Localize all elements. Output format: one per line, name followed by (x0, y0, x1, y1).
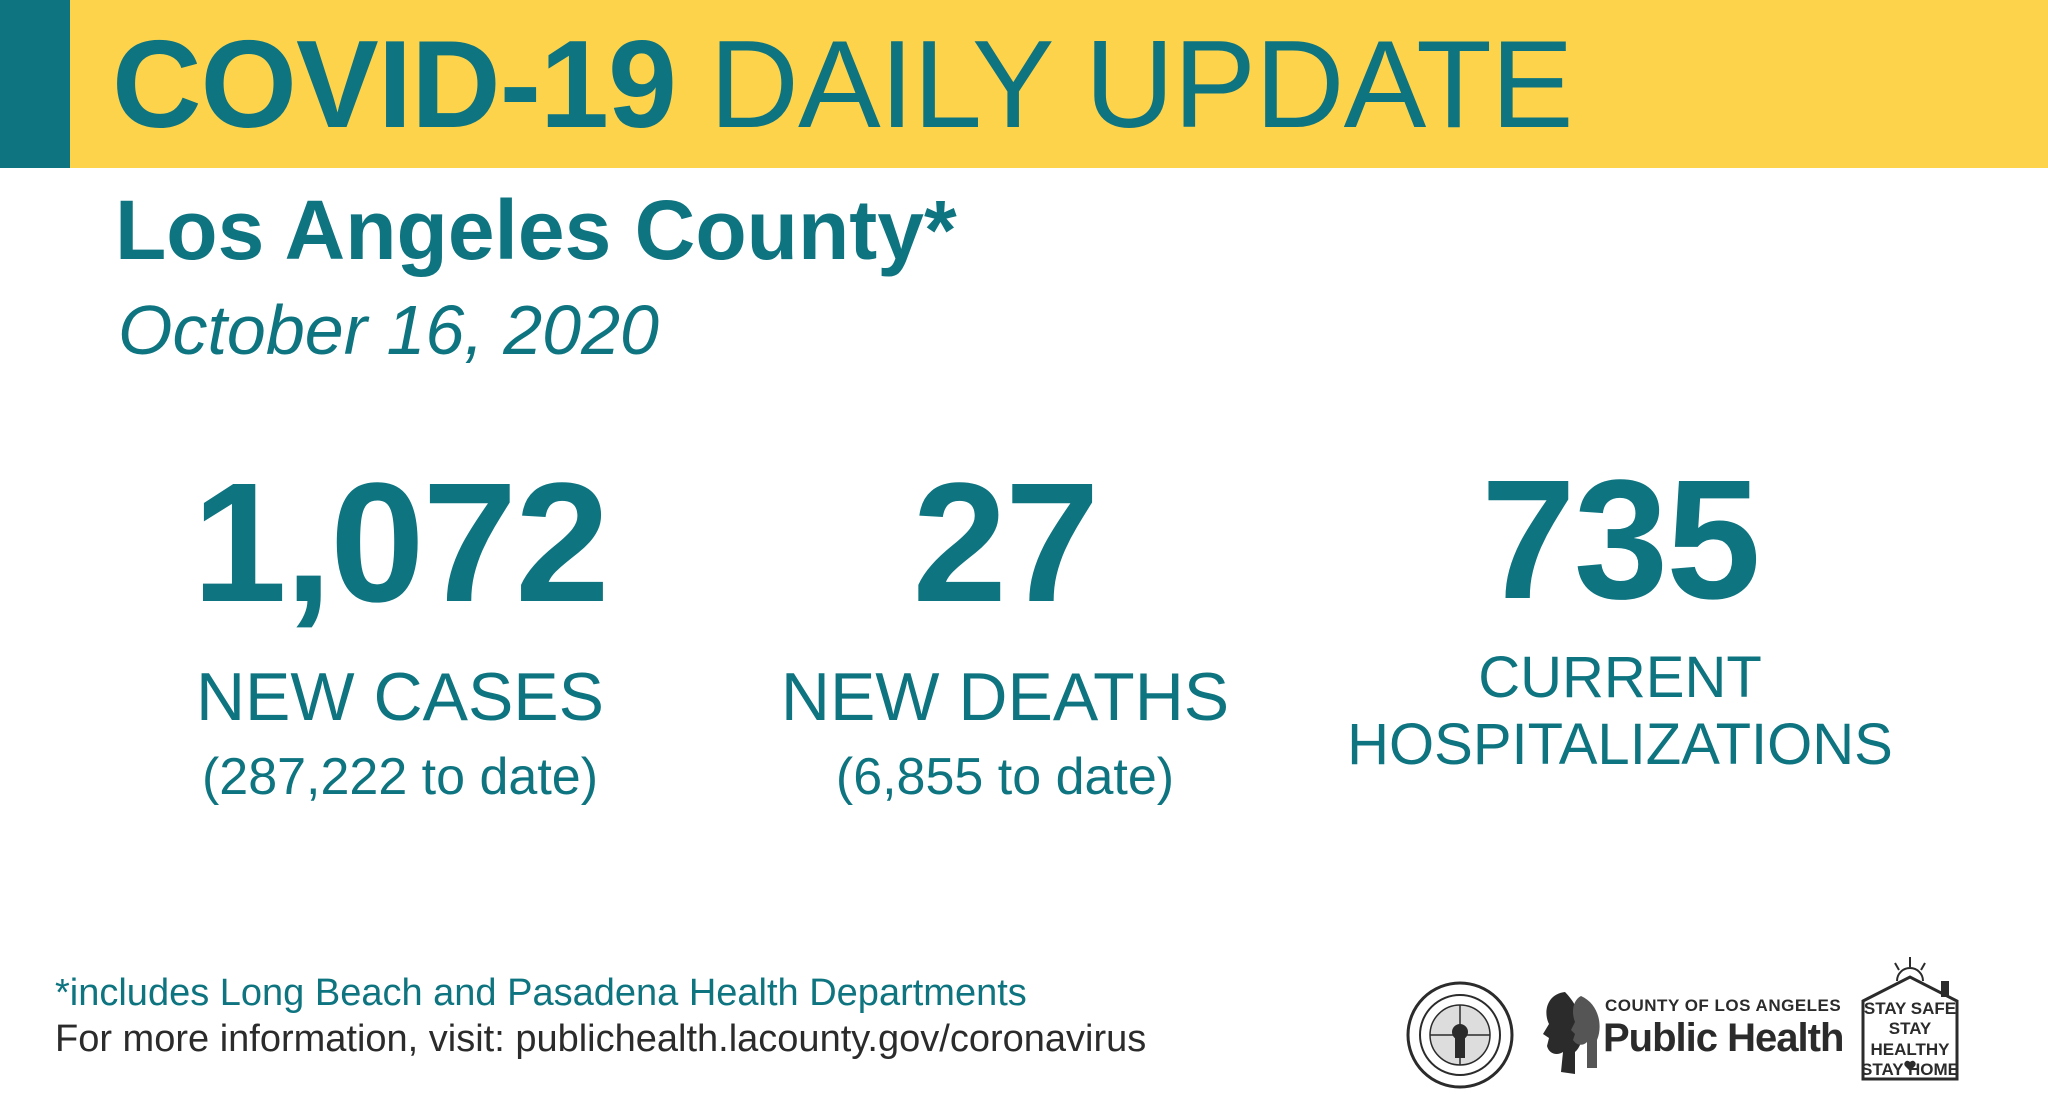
stat-new-cases: 1,072 NEW CASES (287,222 to date) (150, 458, 650, 807)
new-deaths-value: 27 (912, 448, 1099, 638)
hospitalizations-label: CURRENT HOSPITALIZATIONS (1300, 645, 1940, 778)
banner-title-bold: COVID-19 (112, 16, 677, 154)
banner-accent-bar (0, 0, 70, 168)
stay-healthy-line: STAY HEALTHY (1870, 1019, 1950, 1059)
new-deaths-label: NEW DEATHS (780, 659, 1230, 735)
house-icon (1861, 957, 1959, 1081)
hospitalizations-label-line2: HOSPITALIZATIONS (1347, 711, 1893, 777)
stay-safe-line: STAY SAFE (1863, 999, 1957, 1018)
new-cases-label: NEW CASES (195, 659, 605, 735)
county-seal-logo (1406, 981, 1514, 1089)
title-banner: COVID-19 DAILY UPDATE (70, 0, 2048, 168)
public-health-logo: COUNTY OF LOS ANGELES Public Health (1535, 982, 1844, 1082)
county-heading: Los Angeles County* (115, 183, 957, 277)
stat-hospitalizations: 735 CURRENT HOSPITALIZATIONS (1300, 455, 1940, 778)
profiles-icon (1543, 992, 1600, 1074)
stay-safe-text: STAY SAFE STAY HEALTHY STAY HOME (1861, 999, 1959, 1081)
public-health-title: Public Health (1603, 1016, 1844, 1060)
more-info-text: For more information, visit: publichealt… (55, 1018, 1147, 1060)
new-cases-value: 1,072 (192, 448, 609, 638)
stat-new-deaths: 27 NEW DEATHS (6,855 to date) (745, 458, 1265, 807)
public-health-county-text: COUNTY OF LOS ANGELES (1605, 996, 1842, 1015)
stay-safe-logo: STAY SAFE STAY HEALTHY STAY HOME (1855, 955, 1965, 1085)
hospitalizations-value: 735 (1481, 445, 1761, 635)
report-date: October 16, 2020 (118, 291, 659, 369)
stay-home-line: STAY HOME (1861, 1060, 1959, 1080)
hospitalizations-label-line1: CURRENT (1478, 645, 1762, 710)
deaths-to-date: (6,855 to date) (835, 748, 1175, 807)
footnote: *includes Long Beach and Pasadena Health… (55, 972, 1027, 1014)
banner-title: COVID-19 DAILY UPDATE (112, 10, 1574, 160)
cases-to-date: (287,222 to date) (201, 748, 599, 807)
banner-title-regular: DAILY UPDATE (709, 16, 1573, 154)
